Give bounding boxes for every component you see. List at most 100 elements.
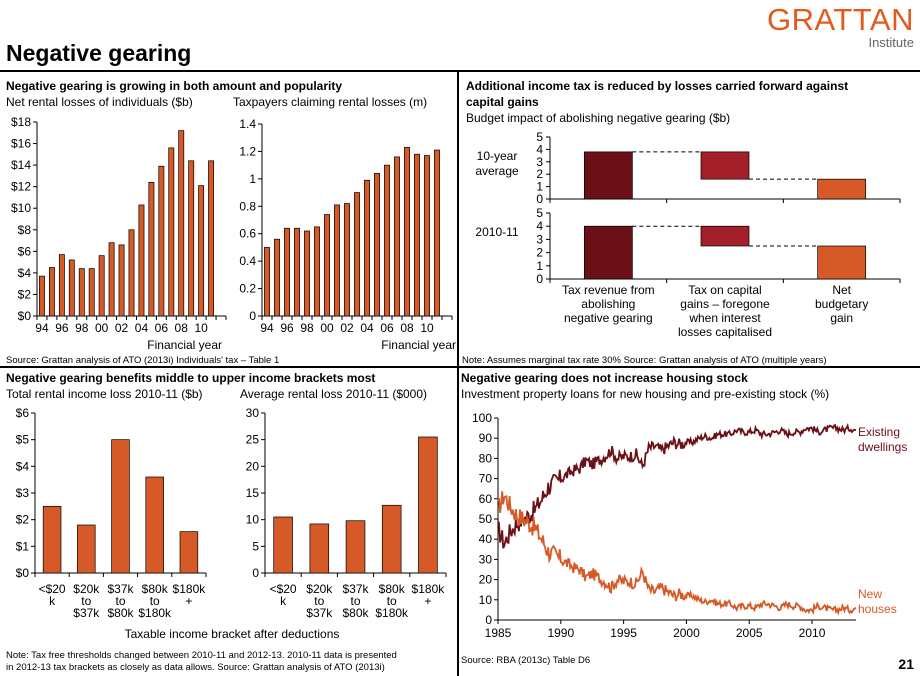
total-loss-bracket-bar bbox=[145, 476, 164, 574]
taxpayers-claiming-losses-bar bbox=[324, 214, 330, 317]
legend-new-houses: New bbox=[858, 587, 882, 601]
loans-y-tick-label: 0 bbox=[485, 613, 492, 627]
net-rental-losses-bar bbox=[208, 160, 215, 317]
net-rental-losses-y-tick-label: $2 bbox=[18, 287, 32, 301]
taxpayers-claiming-losses-y-tick-label: 1.4 bbox=[239, 117, 256, 131]
taxpayers-claiming-losses-bar bbox=[284, 227, 290, 317]
waterfall-bar-foregone bbox=[700, 225, 750, 247]
total-loss-bracket-y-tick-label: $1 bbox=[16, 539, 30, 553]
net-rental-losses-y-tick-label: $8 bbox=[18, 223, 32, 237]
average-loss-bracket-bar bbox=[418, 436, 438, 574]
total-loss-bracket-category-label: <$20 bbox=[39, 582, 66, 596]
loans-x-tick-label: 1985 bbox=[485, 626, 512, 640]
net-rental-losses-bar bbox=[68, 259, 75, 317]
total-loss-bracket-category-label: $20k bbox=[73, 582, 100, 596]
net-rental-losses-y-tick-label: $10 bbox=[11, 201, 31, 215]
loans-x-tick-label: 2000 bbox=[673, 626, 700, 640]
taxpayers-claiming-losses-x-tick-label: 04 bbox=[360, 321, 374, 335]
loans-series-existing bbox=[497, 422, 857, 549]
net-rental-losses-bar bbox=[88, 268, 95, 317]
net-rental-losses-bar bbox=[168, 147, 175, 317]
grattan-logo: GRATTAN Institute bbox=[767, 2, 914, 50]
total-loss-bracket-category-label: $180k bbox=[138, 606, 172, 620]
total-loss-bracket-category-label: $80k bbox=[107, 606, 134, 620]
loans-series-new bbox=[497, 491, 857, 616]
taxpayers-claiming-losses-y-tick-label: 1.2 bbox=[239, 144, 256, 158]
taxpayers-claiming-losses-x-tick-label: 98 bbox=[300, 321, 314, 335]
average-loss-bracket-bar bbox=[273, 516, 293, 574]
average-loss-bracket-category-label: $20k bbox=[306, 582, 333, 596]
loans-y-tick-label: 90 bbox=[479, 431, 493, 445]
net-rental-losses-y-tick-label: $18 bbox=[11, 115, 31, 129]
net-rental-losses-bar bbox=[128, 229, 135, 317]
net-rental-losses-bar bbox=[198, 185, 205, 317]
net-rental-losses-x-label: Financial year bbox=[147, 338, 222, 352]
loans-y-tick-label: 20 bbox=[479, 573, 493, 587]
total-loss-bracket-y-tick-label: $4 bbox=[16, 459, 30, 473]
net-rental-losses-x-tick-label: 94 bbox=[35, 321, 49, 335]
net-rental-losses-bar bbox=[158, 165, 165, 317]
waterfall-y-tick-label: 0 bbox=[536, 272, 543, 286]
waterfall-bar-net bbox=[817, 178, 867, 200]
net-rental-losses-bar bbox=[58, 254, 65, 317]
taxpayers-claiming-losses-y-tick-label: 0 bbox=[249, 309, 256, 323]
net-rental-losses-x-tick-label: 00 bbox=[95, 321, 109, 335]
total-loss-bracket-bar bbox=[111, 439, 130, 574]
net-rental-losses-y-tick-label: $0 bbox=[18, 309, 32, 323]
average-loss-bracket-category-label: <$20 bbox=[270, 582, 297, 596]
average-loss-bracket-category-label: $37k bbox=[306, 606, 333, 620]
taxpayers-claiming-losses-x-tick-label: 00 bbox=[320, 321, 334, 335]
average-loss-bracket-category-label: $80k bbox=[379, 582, 406, 596]
loans-x-tick-label: 1990 bbox=[547, 626, 574, 640]
average-loss-bracket-y-tick-label: 5 bbox=[252, 539, 259, 553]
loans-x-tick-label: 2005 bbox=[736, 626, 763, 640]
net-rental-losses-x-tick-label: 96 bbox=[55, 321, 69, 335]
total-loss-bracket-y-tick-label: $6 bbox=[16, 406, 30, 420]
waterfall-bar-net bbox=[817, 245, 867, 280]
total-loss-bracket-category-label: $37k bbox=[73, 606, 100, 620]
waterfall-bar-revenue bbox=[583, 225, 633, 280]
waterfall-y-tick-label: 4 bbox=[536, 142, 543, 156]
logo-word: GRATTAN bbox=[767, 2, 914, 37]
average-loss-bracket-y-tick-label: 20 bbox=[246, 459, 260, 473]
net-rental-losses-y-tick-label: $4 bbox=[18, 266, 32, 280]
taxpayers-claiming-losses-bar bbox=[404, 146, 410, 317]
loans-x-tick-label: 2010 bbox=[799, 626, 826, 640]
waterfall-y-tick-label: 5 bbox=[536, 130, 543, 144]
net-rental-losses-y-tick-label: $14 bbox=[11, 158, 31, 172]
average-loss-bracket-category-label: to bbox=[314, 594, 324, 608]
taxpayers-claiming-losses-bar bbox=[294, 227, 300, 317]
legend-existing-dwellings: dwellings bbox=[858, 440, 907, 454]
panel-tl-source: Source: Grattan analysis of ATO (2013i) … bbox=[6, 355, 280, 366]
net-rental-losses-bar bbox=[108, 242, 115, 317]
net-rental-losses-x-tick-label: 04 bbox=[135, 321, 149, 335]
average-loss-bracket-category-label: $37k bbox=[342, 582, 369, 596]
total-loss-bracket-bar bbox=[42, 505, 62, 574]
panel-br-title: Negative gearing does not increase housi… bbox=[461, 371, 748, 385]
average-loss-bracket-category-label: k bbox=[280, 594, 287, 608]
average-loss-bracket-category-label: $80k bbox=[342, 606, 369, 620]
waterfall-category-label: Net bbox=[832, 283, 851, 297]
net-rental-losses-bar bbox=[48, 267, 55, 317]
loans-y-tick-label: 100 bbox=[472, 411, 492, 425]
total-loss-bracket-category-label: to bbox=[81, 594, 91, 608]
panel-tl-title: Negative gearing is growing in both amou… bbox=[6, 79, 343, 93]
net-rental-losses-x-tick-label: 02 bbox=[115, 321, 129, 335]
net-rental-losses-y-tick-label: $16 bbox=[11, 137, 31, 151]
loans-y-tick-label: 50 bbox=[479, 512, 493, 526]
taxpayers-claiming-losses-bar bbox=[424, 155, 430, 317]
total-loss-bracket-category-label: $37k bbox=[107, 582, 134, 596]
waterfall-category-label: when interest bbox=[688, 311, 761, 325]
waterfall-y-tick-label: 4 bbox=[536, 219, 543, 233]
legend-existing-dwellings: Existing bbox=[858, 425, 900, 439]
taxpayers-claiming-losses-bar bbox=[344, 203, 350, 317]
net-rental-losses-y-tick-label: $6 bbox=[18, 244, 32, 258]
net-rental-losses-bar bbox=[78, 268, 85, 317]
total-loss-bracket-category-label: k bbox=[49, 594, 56, 608]
taxpayers-claiming-losses-x-tick-label: 10 bbox=[420, 321, 434, 335]
loans-y-tick-label: 10 bbox=[479, 593, 493, 607]
loans-y-tick-label: 60 bbox=[479, 492, 493, 506]
net-rental-losses-bar bbox=[188, 160, 195, 317]
panel-tr-note: Note: Assumes marginal tax rate 30% Sour… bbox=[462, 355, 827, 366]
